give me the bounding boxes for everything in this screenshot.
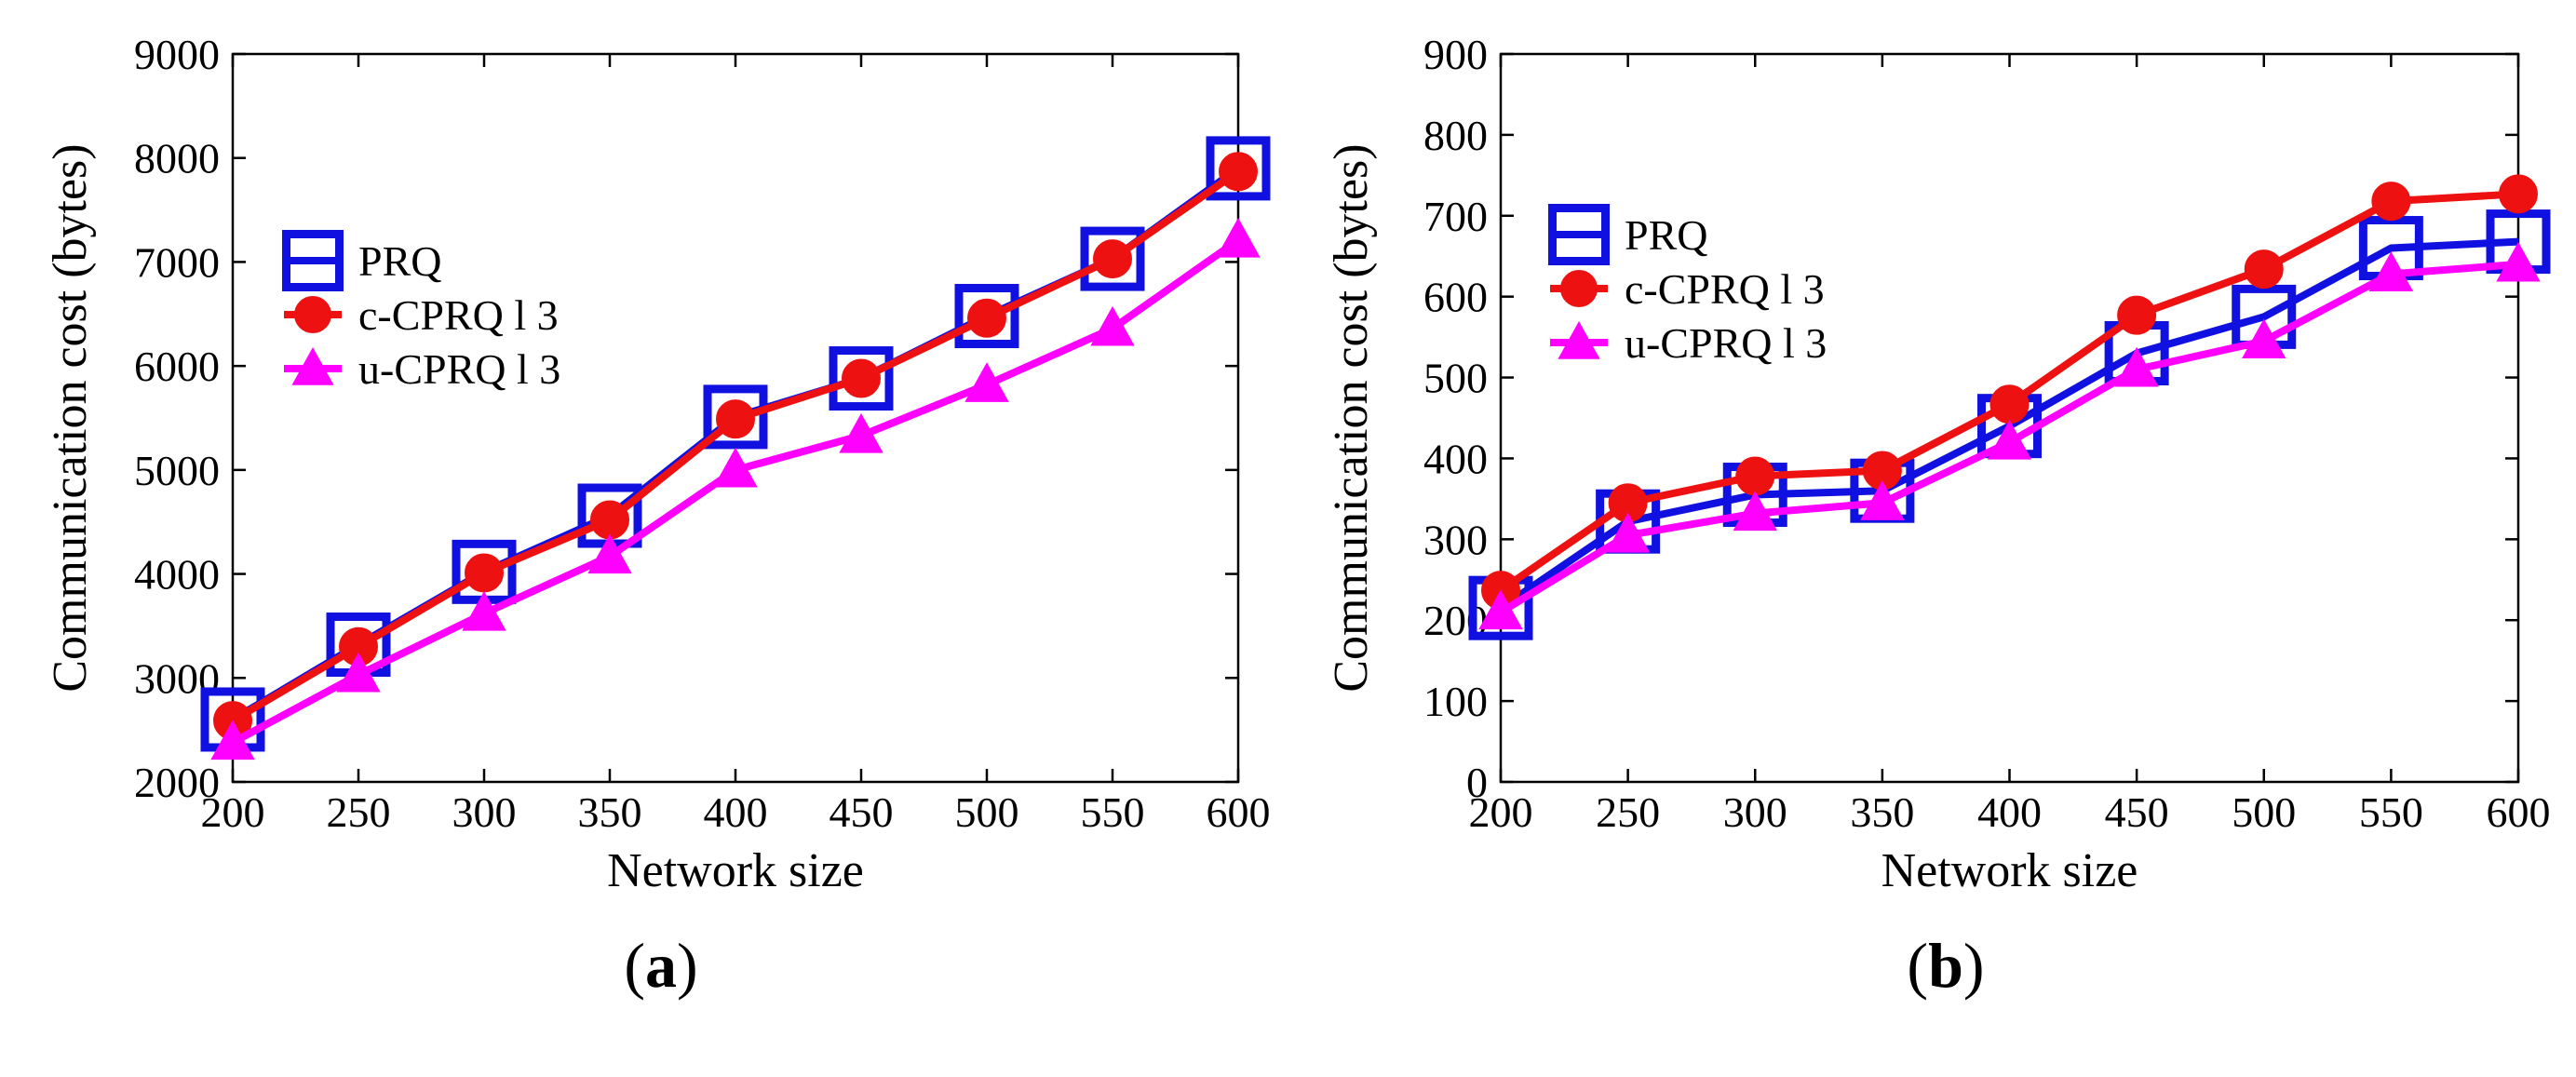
x-axis-title: Network size — [607, 844, 864, 897]
y-tick-label: 100 — [1423, 678, 1488, 725]
x-tick-label: 450 — [829, 788, 894, 836]
legend-marker — [1560, 270, 1598, 307]
data-point — [1478, 589, 1523, 630]
data-point — [839, 412, 883, 453]
legend-label: c-CPRQ l 3 — [1625, 265, 1825, 313]
data-point — [829, 346, 894, 411]
y-tick-label: 5000 — [134, 447, 220, 494]
data-point — [967, 298, 1006, 338]
x-tick-label: 550 — [1081, 788, 1145, 836]
legend-label: PRQ — [358, 237, 441, 285]
y-tick-label: 400 — [1423, 435, 1488, 482]
data-point — [703, 384, 768, 450]
data-point — [713, 447, 758, 488]
x-tick-label: 200 — [1469, 788, 1533, 836]
y-tick-label: 300 — [1423, 516, 1488, 563]
y-tick-label: 6000 — [134, 343, 220, 390]
panel-label: (b) — [1907, 930, 1984, 1001]
data-point — [716, 399, 755, 439]
data-point — [587, 533, 632, 574]
panel-label: (a) — [624, 930, 697, 1001]
data-point — [1216, 217, 1261, 258]
x-tick-label: 550 — [2359, 788, 2423, 836]
x-axis-title: Network size — [1881, 844, 2138, 897]
x-tick-label: 600 — [2487, 788, 2551, 836]
legend-label: PRQ — [1625, 211, 1707, 259]
y-axis-title: Communication cost (bytes) — [1325, 143, 1378, 692]
y-tick-label: 2000 — [134, 759, 220, 806]
data-point — [2117, 295, 2157, 335]
data-point — [2499, 174, 2538, 214]
y-tick-label: 600 — [1423, 274, 1488, 321]
x-tick-label: 600 — [1207, 788, 1271, 836]
data-point — [1093, 239, 1132, 279]
x-tick-label: 200 — [201, 788, 265, 836]
x-tick-label: 450 — [2105, 788, 2169, 836]
legend-marker — [282, 230, 344, 291]
x-tick-label: 400 — [1977, 788, 2042, 836]
data-point — [465, 553, 504, 593]
y-tick-label: 7000 — [134, 238, 220, 286]
data-point — [2242, 318, 2286, 359]
data-point — [1080, 226, 1145, 291]
data-point — [462, 590, 506, 631]
x-tick-label: 400 — [704, 788, 768, 836]
legend-marker — [291, 347, 334, 385]
y-tick-label: 9000 — [134, 31, 220, 78]
data-point — [2244, 249, 2284, 289]
data-point — [1733, 491, 1777, 532]
x-tick-label: 300 — [452, 788, 517, 836]
data-point — [1605, 512, 1651, 553]
data-point — [2368, 251, 2414, 291]
data-point — [1206, 136, 1271, 201]
x-tick-label: 500 — [2232, 788, 2296, 836]
series-c-CPRQ-l-3 — [213, 152, 1258, 741]
x-tick-label: 500 — [955, 788, 1019, 836]
y-tick-label: 8000 — [134, 135, 220, 182]
y-tick-label: 0 — [1466, 759, 1488, 806]
data-point — [842, 358, 881, 398]
data-point — [1987, 420, 2032, 460]
legend: PRQ c-CPRQ l 3 u-CPRQ l 3 — [1548, 204, 1827, 367]
data-point — [2371, 182, 2411, 222]
y-tick-label: 700 — [1423, 193, 1488, 240]
data-point — [1989, 384, 2030, 424]
data-point — [2114, 346, 2159, 387]
data-point — [2496, 241, 2541, 282]
data-point — [590, 500, 629, 540]
legend: PRQ c-CPRQ l 3 u-CPRQ l 3 — [282, 230, 560, 393]
series-u-CPRQ-l-3 — [210, 217, 1261, 761]
data-point — [210, 720, 255, 761]
x-tick-label: 300 — [1723, 788, 1787, 836]
y-tick-label: 500 — [1423, 355, 1488, 402]
legend-marker — [294, 296, 331, 333]
data-point — [1735, 456, 1775, 496]
data-point — [1219, 152, 1258, 192]
y-tick-label: 800 — [1423, 112, 1488, 159]
x-tick-label: 250 — [1596, 788, 1660, 836]
x-tick-label: 350 — [578, 788, 642, 836]
legend-label: u-CPRQ l 3 — [358, 345, 560, 393]
y-axis-title: Communication cost (bytes) — [44, 143, 97, 692]
legend-label: c-CPRQ l 3 — [358, 291, 559, 339]
data-point — [336, 652, 381, 693]
x-tick-label: 350 — [1850, 788, 1914, 836]
y-tick-label: 4000 — [134, 551, 220, 599]
series-u-CPRQ-l-3 — [1478, 241, 2541, 630]
legend-marker — [1548, 204, 1610, 265]
x-tick-label: 250 — [327, 788, 391, 836]
data-point — [1090, 305, 1135, 346]
data-point — [1860, 480, 1905, 520]
y-tick-label: 900 — [1423, 31, 1488, 78]
data-point — [954, 284, 1019, 349]
legend-label: u-CPRQ l 3 — [1625, 319, 1827, 367]
legend-marker — [1558, 321, 1600, 359]
data-point — [964, 362, 1009, 402]
